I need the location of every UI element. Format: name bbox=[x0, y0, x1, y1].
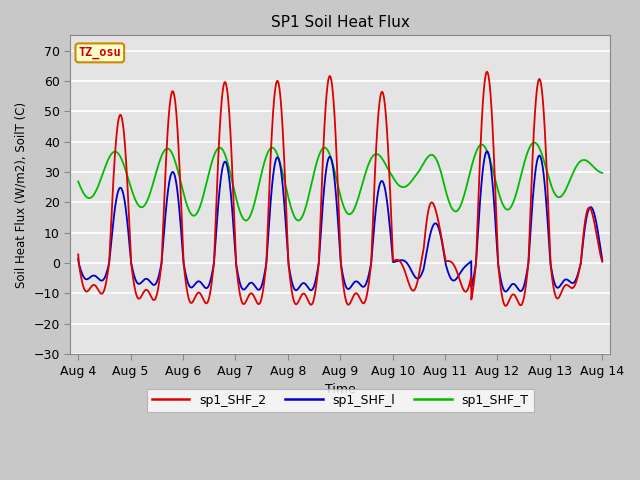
Line: sp1_SHF_l: sp1_SHF_l bbox=[78, 151, 602, 291]
sp1_SHF_2 bbox=[598, 259, 606, 264]
Line: sp1_SHF_2: sp1_SHF_2 bbox=[78, 72, 602, 306]
sp1_SHF_2 bbox=[74, 252, 82, 257]
sp1_SHF_2 bbox=[483, 69, 491, 75]
sp1_SHF_l bbox=[77, 266, 84, 272]
sp1_SHF_l bbox=[177, 226, 185, 232]
sp1_SHF_T bbox=[571, 167, 579, 172]
X-axis label: Time: Time bbox=[325, 383, 356, 396]
sp1_SHF_l bbox=[598, 257, 606, 263]
sp1_SHF_l bbox=[571, 279, 579, 285]
Text: TZ_osu: TZ_osu bbox=[79, 47, 121, 60]
Title: SP1 Soil Heat Flux: SP1 Soil Heat Flux bbox=[271, 15, 410, 30]
sp1_SHF_T bbox=[598, 170, 606, 176]
sp1_SHF_2 bbox=[571, 283, 579, 288]
sp1_SHF_2 bbox=[331, 111, 339, 117]
sp1_SHF_2 bbox=[177, 196, 185, 202]
sp1_SHF_2 bbox=[106, 252, 113, 258]
sp1_SHF_T bbox=[74, 179, 82, 184]
sp1_SHF_T bbox=[331, 168, 339, 173]
sp1_SHF_2 bbox=[502, 303, 509, 309]
Y-axis label: Soil Heat Flux (W/m2), SoilT (C): Soil Heat Flux (W/m2), SoilT (C) bbox=[15, 102, 28, 288]
sp1_SHF_T bbox=[242, 217, 250, 223]
Line: sp1_SHF_T: sp1_SHF_T bbox=[78, 143, 602, 220]
sp1_SHF_l bbox=[106, 256, 113, 262]
Legend: sp1_SHF_2, sp1_SHF_l, sp1_SHF_T: sp1_SHF_2, sp1_SHF_l, sp1_SHF_T bbox=[147, 389, 534, 412]
sp1_SHF_T bbox=[77, 184, 84, 190]
sp1_SHF_T bbox=[106, 154, 113, 160]
sp1_SHF_l bbox=[331, 176, 339, 181]
sp1_SHF_T bbox=[177, 180, 185, 186]
sp1_SHF_T bbox=[531, 140, 538, 145]
sp1_SHF_2 bbox=[96, 290, 104, 296]
sp1_SHF_l bbox=[502, 288, 509, 294]
sp1_SHF_l bbox=[483, 148, 491, 154]
sp1_SHF_l bbox=[74, 256, 82, 262]
sp1_SHF_2 bbox=[77, 271, 84, 277]
sp1_SHF_l bbox=[96, 277, 104, 283]
sp1_SHF_T bbox=[96, 179, 104, 184]
